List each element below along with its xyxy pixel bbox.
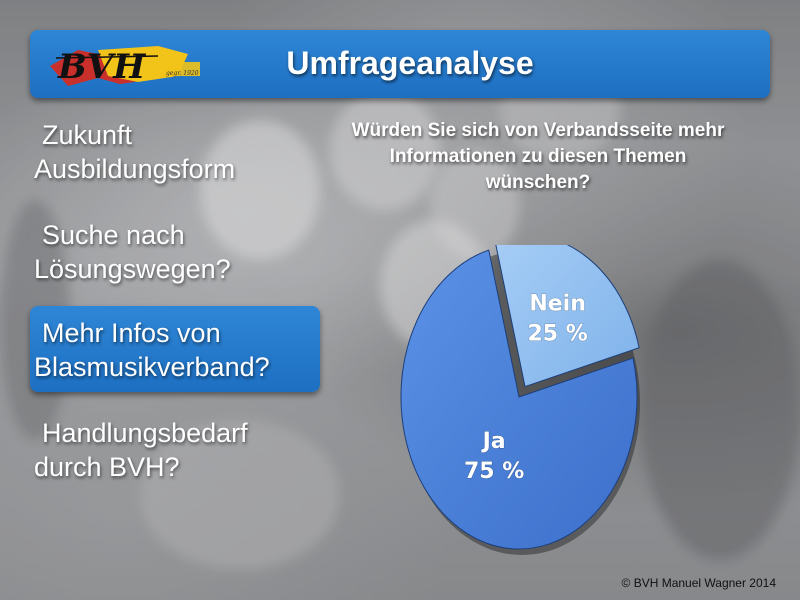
bullet-line: Mehr Infos von xyxy=(42,318,221,348)
pie-label-nein: Nein xyxy=(529,291,586,316)
chart-title-line: Informationen zu diesen Themen xyxy=(389,146,687,167)
pie-chart-svg: Nein 25 % Ja 75 % xyxy=(400,234,640,555)
bullet-line: durch BVH? xyxy=(34,452,180,482)
bullet-handlungsbedarf: Handlungsbedarf durch BVH? xyxy=(34,416,248,484)
bullet-suche: Suche nach Lösungswegen? xyxy=(34,218,231,286)
bullet-highlight-box: Mehr Infos von Blasmusikverband? xyxy=(30,306,320,392)
logo-subtext: gegr. 1920 xyxy=(166,70,199,77)
bvh-logo: BVH gegr. 1920 xyxy=(38,36,218,92)
chart-title-line: Würden Sie sich von Verbandsseite mehr xyxy=(351,120,725,141)
copyright-text: © BVH Manuel Wagner 2014 xyxy=(621,576,776,590)
chart-title-line: wünschen? xyxy=(485,172,591,193)
title-bar: BVH gegr. 1920 Umfrageanalyse xyxy=(30,30,770,98)
pie-value-nein: 25 % xyxy=(527,321,587,346)
bullet-line: Handlungsbedarf xyxy=(42,418,248,448)
bullet-mehr-infos: Mehr Infos von Blasmusikverband? xyxy=(34,316,270,384)
bullet-line: Blasmusikverband? xyxy=(34,352,270,382)
pie-slice-ja xyxy=(400,249,638,550)
bullet-line: Zukunft xyxy=(42,120,133,150)
chart-title: Würden Sie sich von Verbandsseite mehr I… xyxy=(318,118,758,196)
bullet-zukunft: Zukunft Ausbildungsform xyxy=(34,118,235,186)
slide-title: Umfrageanalyse xyxy=(286,45,534,81)
bullet-line: Ausbildungsform xyxy=(34,154,236,184)
pie-value-ja: 75 % xyxy=(464,459,524,484)
svg-text:BVH: BVH xyxy=(57,47,147,87)
bullet-line: Suche nach xyxy=(42,220,185,250)
pie-chart: Nein 25 % Ja 75 % xyxy=(395,234,675,575)
bullet-line: Lösungswegen? xyxy=(34,254,231,284)
pie-label-ja: Ja xyxy=(481,429,506,454)
